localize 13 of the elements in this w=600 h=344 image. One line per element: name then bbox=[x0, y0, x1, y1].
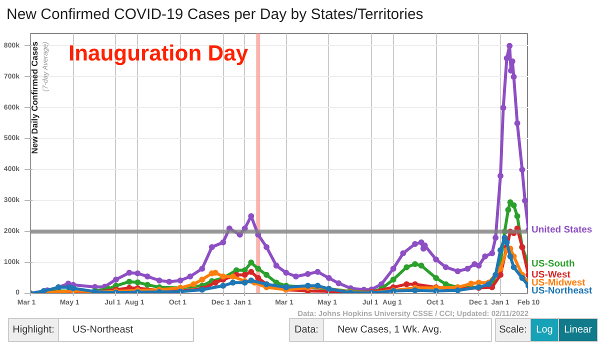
text: Scale: bbox=[499, 324, 527, 336]
text: Data: bbox=[294, 324, 318, 336]
text: Log bbox=[536, 324, 553, 336]
chart-title: New Confirmed COVID-19 Cases per Day by States/Territories bbox=[6, 6, 424, 23]
text: Linear bbox=[564, 324, 593, 336]
y-axis-title: New Daily Confirmed Cases bbox=[30, 41, 40, 154]
ref-line-label: Inauguration Day bbox=[68, 40, 249, 66]
text: US-Northeast bbox=[72, 324, 134, 336]
series-label: US-South bbox=[532, 258, 575, 270]
series-label: US-Northeast bbox=[532, 285, 594, 296]
series-label: United States bbox=[532, 224, 592, 236]
text: New Cases, 1 Wk. Avg. bbox=[338, 324, 442, 336]
text: Highlight: bbox=[12, 324, 54, 336]
